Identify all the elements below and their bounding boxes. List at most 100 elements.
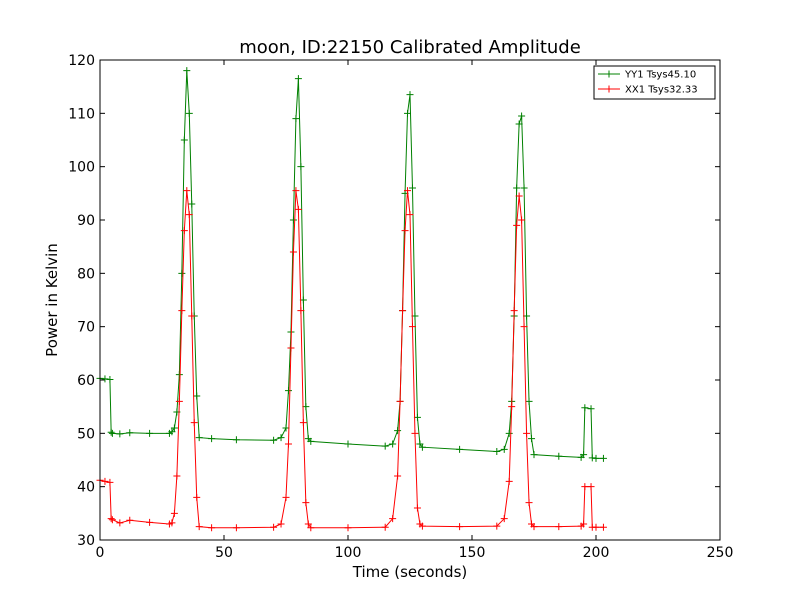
data-point: [508, 403, 516, 411]
data-point: [107, 428, 115, 436]
data-point: [270, 523, 278, 531]
data-point: [289, 216, 297, 224]
y-tick-label: 100: [68, 160, 95, 176]
data-point: [418, 443, 426, 451]
data-point: [277, 520, 285, 528]
legend-box: [593, 65, 716, 100]
x-axis-label: Time (seconds): [352, 563, 468, 581]
data-point: [232, 436, 240, 444]
data-point: [592, 523, 600, 531]
data-point: [389, 440, 397, 448]
data-point: [408, 323, 416, 331]
data-point: [344, 440, 352, 448]
data-point: [599, 454, 607, 462]
data-point: [126, 516, 134, 524]
data-point: [401, 227, 409, 235]
legend-label: XX1 Tsys32.33: [625, 85, 698, 96]
x-tick-label: 200: [583, 545, 610, 561]
data-point: [406, 211, 414, 219]
y-tick-label: 60: [77, 373, 95, 389]
data-point: [299, 419, 307, 427]
data-point: [282, 493, 290, 501]
x-tick-label: 0: [96, 545, 105, 561]
data-point: [493, 522, 501, 530]
data-point: [520, 323, 528, 331]
data-point: [292, 187, 300, 195]
data-point: [190, 419, 198, 427]
data-point: [282, 424, 290, 432]
data-point: [106, 375, 114, 383]
data-point: [523, 429, 531, 437]
data-point: [505, 477, 513, 485]
x-tick-label: 150: [459, 545, 486, 561]
data-point: [587, 405, 595, 413]
data-point: [581, 404, 589, 412]
data-point: [588, 454, 596, 462]
x-tick-label: 100: [335, 545, 362, 561]
data-point: [173, 472, 181, 480]
data-point: [599, 523, 607, 531]
data-point: [399, 307, 407, 315]
data-point: [500, 445, 508, 453]
y-tick-label: 40: [77, 480, 95, 496]
series-layer: [96, 67, 607, 532]
data-point: [294, 75, 302, 83]
data-point: [116, 519, 124, 527]
data-point: [515, 192, 523, 200]
data-point: [456, 445, 464, 453]
data-point: [456, 523, 464, 531]
data-point: [581, 483, 589, 491]
data-point: [493, 447, 501, 455]
data-point: [500, 515, 508, 523]
data-point: [183, 187, 191, 195]
data-point: [530, 451, 538, 459]
data-point: [528, 435, 536, 443]
data-point: [525, 499, 533, 507]
y-axis-label: Power in Kelvin: [43, 243, 61, 357]
data-point: [183, 67, 191, 75]
legend-marker: [605, 70, 613, 78]
data-point: [381, 442, 389, 450]
data-point: [170, 424, 178, 432]
data-point: [515, 120, 523, 128]
data-point: [195, 523, 203, 531]
y-tick-label: 110: [68, 106, 95, 122]
axis-ticks: 0 50 100 150 200 250 30 40 50 60 70 80 90 100 110 120: [68, 53, 733, 561]
data-point: [108, 429, 116, 437]
y-tick-label: 120: [68, 53, 95, 69]
data-point: [193, 392, 201, 400]
data-point: [580, 451, 588, 459]
data-point: [302, 499, 310, 507]
chart-title: moon, ID:22150 Calibrated Amplitude: [239, 37, 581, 58]
data-point: [307, 437, 315, 445]
data-point: [580, 520, 588, 528]
series-1: [96, 187, 607, 532]
data-point: [175, 371, 183, 379]
data-point: [292, 115, 300, 123]
data-point: [394, 472, 402, 480]
data-point: [418, 522, 426, 530]
series-0: [96, 67, 607, 462]
data-point: [193, 493, 201, 501]
data-point: [185, 109, 193, 117]
data-point: [289, 248, 297, 256]
data-point: [381, 523, 389, 531]
data-point: [505, 429, 513, 437]
plot-frame: [99, 59, 721, 541]
data-point: [168, 428, 176, 436]
data-point: [389, 515, 397, 523]
series-line: [99, 70, 604, 459]
data-point: [592, 454, 600, 462]
data-point: [178, 307, 186, 315]
series-line: [99, 190, 604, 529]
y-tick-label: 80: [77, 266, 95, 282]
data-point: [513, 184, 521, 192]
y-tick-label: 30: [77, 533, 95, 549]
data-point: [101, 375, 109, 383]
x-tick-label: 50: [215, 545, 233, 561]
data-point: [297, 307, 305, 315]
data-point: [555, 452, 563, 460]
data-point: [178, 269, 186, 277]
